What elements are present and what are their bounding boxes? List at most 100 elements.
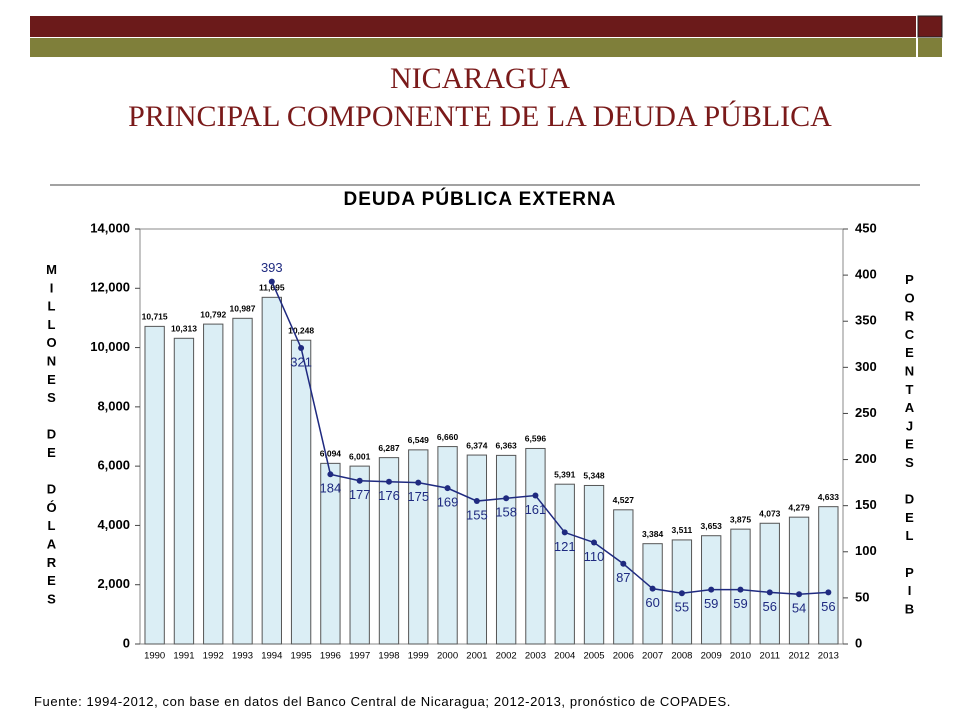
x-tick-label: 1995 xyxy=(291,651,312,662)
bar xyxy=(232,317,253,645)
x-tick-label: 1998 xyxy=(378,651,399,662)
bar-value-label: 6,374 xyxy=(466,440,488,450)
bar-value-label: 6,660 xyxy=(437,432,459,442)
bar-value-label: 6,596 xyxy=(525,434,547,444)
x-tick-label: 2000 xyxy=(437,651,458,662)
line-point xyxy=(532,492,539,499)
y2-tick-label: 400 xyxy=(855,267,877,282)
header-band xyxy=(30,16,916,37)
y-tick-label: 6,000 xyxy=(97,458,130,473)
y2-tick-label: 250 xyxy=(855,405,877,420)
line-value-label: 158 xyxy=(495,505,517,520)
line-value-label: 56 xyxy=(763,599,777,614)
line-point xyxy=(561,529,568,536)
slide-title: NICARAGUA xyxy=(390,62,570,95)
bar xyxy=(466,454,488,645)
y-tick-label: 0 xyxy=(123,635,130,650)
x-tick-label: 1996 xyxy=(320,651,341,662)
x-tick-label: 2002 xyxy=(496,651,517,662)
bar xyxy=(349,465,370,645)
source-note: Fuente: 1994-2012, con base en datos del… xyxy=(34,694,731,709)
line-value-label: 121 xyxy=(554,539,576,554)
line-value-label: 56 xyxy=(821,599,835,614)
x-tick-label: 2006 xyxy=(613,651,634,662)
line-value-label: 184 xyxy=(320,481,342,496)
x-tick-label: 1991 xyxy=(173,651,194,662)
bar xyxy=(642,543,663,645)
bar-value-label: 10,313 xyxy=(171,324,197,334)
bar xyxy=(818,506,839,645)
y2-tick-label: 150 xyxy=(855,497,877,512)
y-axis-label: MILLONES DE DÓLARES xyxy=(44,262,59,610)
line-point xyxy=(708,586,715,593)
line-value-label: 393 xyxy=(261,260,283,275)
y-tick-label: 12,000 xyxy=(90,280,130,295)
x-tick-label: 1994 xyxy=(261,651,282,662)
bar-value-label: 4,073 xyxy=(759,509,781,519)
bar xyxy=(525,447,546,645)
line-point xyxy=(591,539,598,546)
line-value-label: 175 xyxy=(407,489,429,504)
bar xyxy=(378,457,400,645)
x-tick-label: 2007 xyxy=(642,651,663,662)
line-value-label: 110 xyxy=(584,549,605,564)
line-point xyxy=(327,471,334,478)
y2-tick-label: 0 xyxy=(855,635,862,650)
line-point xyxy=(737,586,744,593)
line-value-label: 321 xyxy=(290,354,312,369)
header-band-olive xyxy=(30,38,916,57)
x-tick-label: 2003 xyxy=(525,651,546,662)
bar xyxy=(203,323,224,645)
y2-tick-label: 450 xyxy=(855,220,877,235)
line-point xyxy=(620,560,627,567)
y2-tick-label: 200 xyxy=(855,451,877,466)
bar-value-label: 11,695 xyxy=(259,283,285,293)
header-square xyxy=(917,15,943,38)
bar-value-label: 10,248 xyxy=(288,325,314,335)
bar-value-label: 4,527 xyxy=(613,495,635,505)
x-tick-label: 2005 xyxy=(583,651,604,662)
line-point xyxy=(678,590,685,597)
bar xyxy=(730,528,751,645)
line-point xyxy=(766,589,773,596)
bar-value-label: 3,511 xyxy=(671,525,692,535)
bar xyxy=(290,339,312,645)
bar-value-label: 3,875 xyxy=(730,514,752,524)
bar xyxy=(495,454,517,645)
line-point xyxy=(385,478,392,485)
x-tick-label: 2013 xyxy=(818,651,839,662)
line-point xyxy=(444,485,451,492)
line-point xyxy=(473,498,480,505)
bar-value-label: 10,987 xyxy=(230,304,256,314)
bar-value-label: 10,792 xyxy=(200,309,226,319)
line xyxy=(271,281,829,595)
bar-value-label: 6,001 xyxy=(349,451,371,461)
y-tick-label: 4,000 xyxy=(97,517,130,532)
y-tick-label: 8,000 xyxy=(97,398,130,413)
bar xyxy=(554,483,575,645)
header-square-olive xyxy=(918,38,942,57)
bar xyxy=(788,516,810,645)
bar xyxy=(408,449,429,645)
x-tick-label: 1993 xyxy=(232,651,253,662)
bar-value-label: 6,549 xyxy=(408,435,430,445)
bar-value-label: 6,094 xyxy=(320,449,342,459)
line-point xyxy=(649,585,656,592)
line-value-label: 60 xyxy=(645,595,659,610)
bar xyxy=(320,462,341,645)
x-tick-label: 2004 xyxy=(554,651,575,662)
y2-tick-label: 350 xyxy=(855,313,877,328)
bar xyxy=(583,484,605,645)
line-value-label: 177 xyxy=(349,487,371,502)
bar-value-label: 3,653 xyxy=(701,521,723,531)
line-value-label: 55 xyxy=(675,600,689,615)
bar xyxy=(437,446,458,645)
bar-value-label: 5,348 xyxy=(583,471,605,481)
bar xyxy=(173,337,195,645)
slide-subtitle: PRINCIPAL COMPONENTE DE LA DEUDA PÚBLICA xyxy=(128,100,832,133)
line-point xyxy=(268,278,275,285)
y-tick-label: 14,000 xyxy=(90,220,130,235)
y-tick-label: 10,000 xyxy=(90,339,130,354)
bar xyxy=(261,296,282,645)
